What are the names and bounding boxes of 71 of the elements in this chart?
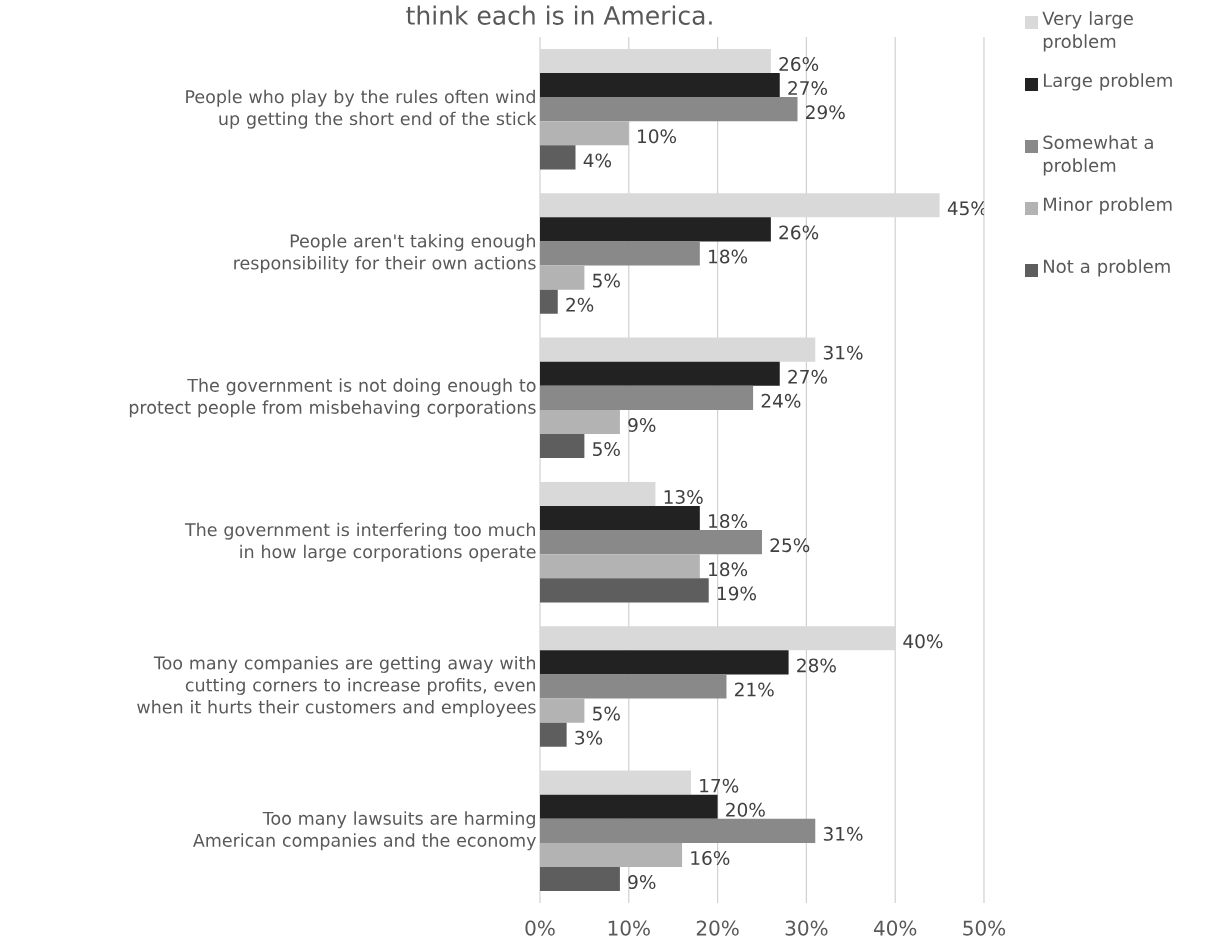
bar xyxy=(539,217,771,242)
y-tick-label: People aren't taking enough responsibility for their own actions xyxy=(234,234,536,273)
data-label: 28% xyxy=(797,658,836,673)
bar xyxy=(539,361,780,386)
bar xyxy=(539,794,718,819)
y-tick-label: Too many companies are getting away with cutting corners to increase profits, even when it hurts their customers and employees xyxy=(137,656,536,717)
data-label: 17% xyxy=(700,778,739,793)
bar xyxy=(539,674,727,699)
bar xyxy=(539,265,585,290)
bar xyxy=(539,698,585,723)
data-label: 3% xyxy=(575,730,603,745)
data-label: 18% xyxy=(709,562,748,577)
data-label: 24% xyxy=(761,393,801,408)
legend-label: Minor problem xyxy=(1043,197,1172,215)
y-tick-label: Too many lawsuits are harming American companies and the economy xyxy=(193,811,536,851)
bar xyxy=(539,289,558,314)
data-label: 21% xyxy=(735,682,774,697)
data-label: 10% xyxy=(638,129,677,144)
data-label: 9% xyxy=(628,875,656,890)
bar xyxy=(539,530,762,555)
bar xyxy=(539,818,816,843)
data-label: 26% xyxy=(779,56,819,71)
y-tick-label: The government is interfering too much in how large corporations operate xyxy=(184,522,536,562)
data-label: 13% xyxy=(664,489,703,504)
y-tick-label: The government is not doing enough to protect people from misbehaving corporations xyxy=(129,378,536,418)
data-label: 5% xyxy=(593,706,620,721)
x-tick-label: 30% xyxy=(785,920,828,936)
x-tick-label: 20% xyxy=(696,920,739,936)
legend-label: Very large problem xyxy=(1042,11,1133,52)
data-label: 18% xyxy=(709,249,748,264)
y-tick-label: People who play by the rules often wind up getting the short end of the stick xyxy=(186,89,537,129)
data-label: 16% xyxy=(691,850,730,865)
bar xyxy=(539,722,567,747)
bar xyxy=(539,121,629,146)
x-tick-label: 10% xyxy=(608,920,650,936)
bar xyxy=(539,97,798,122)
data-label: 20% xyxy=(726,802,765,817)
data-label: 40% xyxy=(903,634,943,649)
bar xyxy=(539,241,700,266)
bar xyxy=(539,867,620,892)
x-tick-label: 0% xyxy=(525,920,555,936)
data-label: 4% xyxy=(583,153,612,168)
data-label: 26% xyxy=(779,225,819,240)
data-label: 31% xyxy=(823,826,863,841)
bar xyxy=(539,145,576,170)
bar xyxy=(539,650,789,675)
data-label: 31% xyxy=(823,345,863,360)
bar xyxy=(539,385,754,410)
legend-label: Not a problem xyxy=(1043,259,1170,277)
data-label: 19% xyxy=(717,586,756,601)
legend-label: Large problem xyxy=(1043,73,1172,91)
x-tick-label: 50% xyxy=(963,920,1006,936)
x-tick-label: 40% xyxy=(873,920,917,936)
chart-title: think each is in America. xyxy=(406,5,712,25)
legend-label: Somewhat a problem xyxy=(1043,135,1153,176)
bar xyxy=(539,434,585,459)
bar xyxy=(539,409,620,434)
bar xyxy=(539,506,700,531)
data-label: 25% xyxy=(770,538,810,553)
data-label: 18% xyxy=(709,514,748,529)
data-label: 29% xyxy=(806,105,845,120)
data-label: 27% xyxy=(788,369,828,384)
data-label: 5% xyxy=(593,442,620,457)
data-label: 5% xyxy=(593,273,620,288)
bar xyxy=(539,554,700,579)
bar xyxy=(539,578,709,603)
data-label: 9% xyxy=(628,417,656,432)
data-label: 2% xyxy=(566,297,594,312)
bar xyxy=(539,842,683,867)
bar xyxy=(539,73,780,98)
data-label: 27% xyxy=(788,81,828,96)
